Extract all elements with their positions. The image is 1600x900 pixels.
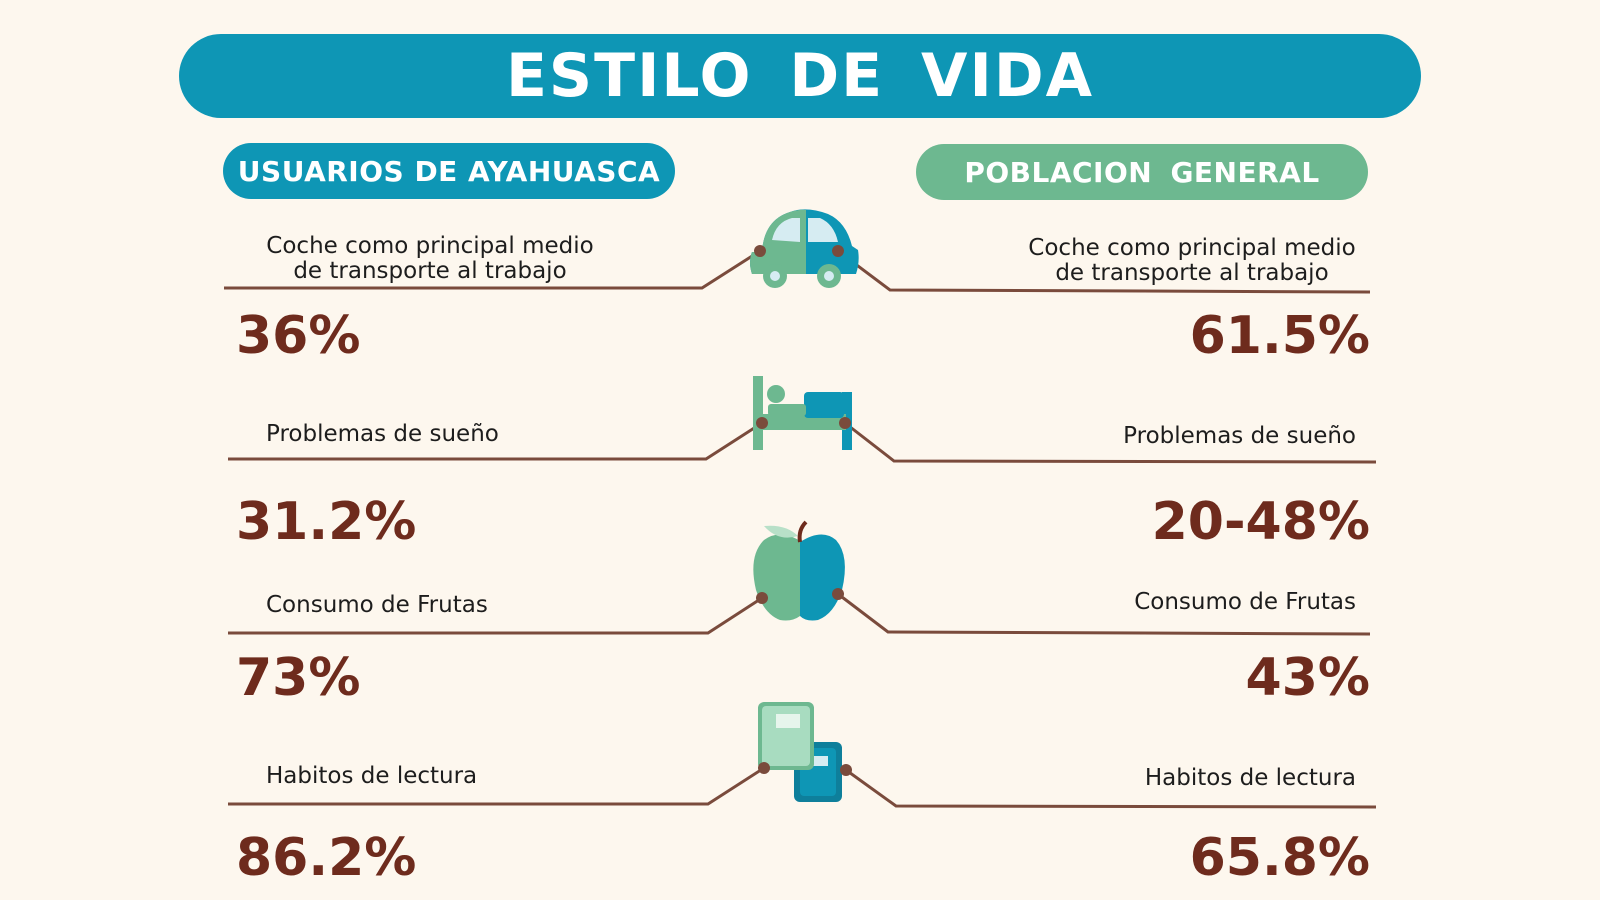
label-line: de transporte al trabajo: [1055, 260, 1329, 286]
connector-dot: [832, 245, 844, 257]
connector-dot: [840, 764, 852, 776]
row-label-right: Coche como principal medio de transporte…: [992, 236, 1392, 286]
row-label-right: Consumo de Frutas: [1134, 589, 1356, 615]
column-header-ayahuasca: USUARIOS DE AYAHUASCA: [223, 143, 675, 199]
title-banner: ESTILO DE VIDA: [179, 34, 1421, 118]
apple-icon: [753, 520, 845, 621]
row-label-left: Problemas de sueño: [266, 421, 499, 447]
row-label-left: Coche como principal medio de transporte…: [230, 234, 630, 284]
label-line: Coche como principal medio: [266, 233, 594, 259]
value-right: 43%: [1245, 648, 1370, 708]
connector-dot: [758, 762, 770, 774]
label-line: de transporte al trabajo: [293, 258, 567, 284]
connector-line-left: [228, 421, 763, 461]
connector-line-right: [837, 592, 1371, 636]
value-left: 73%: [236, 648, 361, 708]
connector-line-left: [224, 249, 761, 290]
row-label-left: Habitos de lectura: [266, 763, 478, 789]
value-right: 20-48%: [1151, 492, 1370, 552]
connector-dot: [756, 417, 768, 429]
connector-line-right: [844, 421, 1377, 464]
books-icon: [758, 702, 842, 802]
connector-dot: [832, 588, 844, 600]
column-header-general: POBLACION GENERAL: [916, 144, 1368, 200]
value-left: 31.2%: [236, 492, 417, 552]
connector-dot: [839, 417, 851, 429]
row-label-right: Habitos de lectura: [1144, 765, 1356, 791]
connector-dot: [754, 245, 766, 257]
label-line: Coche como principal medio: [1028, 235, 1356, 261]
connector-line-left: [228, 596, 763, 635]
connector-line-right: [845, 768, 1377, 809]
value-right: 65.8%: [1189, 828, 1370, 888]
car-icon: [750, 209, 859, 288]
value-right: 61.5%: [1189, 306, 1370, 366]
connector-line-left: [228, 766, 765, 806]
row-label-left: Consumo de Frutas: [266, 592, 488, 618]
connector-dot: [756, 592, 768, 604]
row-label-right: Problemas de sueño: [1123, 423, 1356, 449]
value-left: 86.2%: [236, 828, 417, 888]
value-left: 36%: [236, 306, 361, 366]
page-title: ESTILO DE VIDA: [505, 41, 1095, 111]
bed-icon: [753, 376, 852, 450]
